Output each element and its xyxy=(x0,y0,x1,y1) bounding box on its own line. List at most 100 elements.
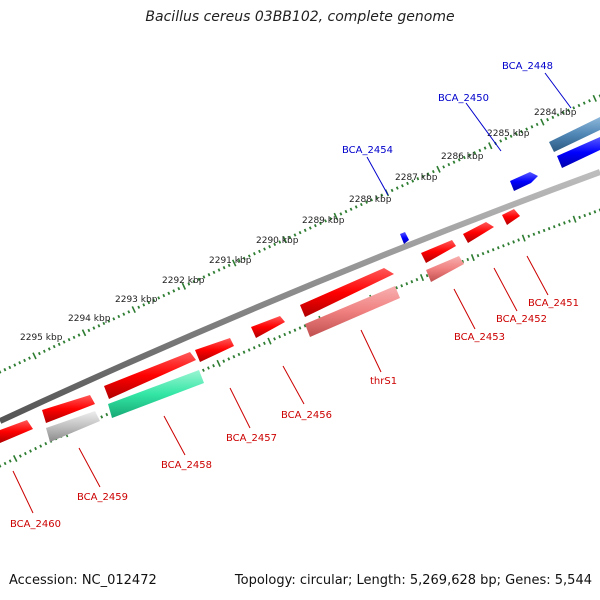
minor-tick xyxy=(187,282,191,286)
leader-bca-2450 xyxy=(465,102,502,152)
gene-bca-2453[interactable] xyxy=(421,240,456,263)
gene-bca-2452[interactable] xyxy=(463,222,494,243)
minor-tick xyxy=(447,162,451,167)
minor-tick xyxy=(3,368,7,372)
minor-tick xyxy=(283,332,287,337)
minor-tick xyxy=(13,363,17,367)
minor-tick xyxy=(268,245,272,249)
minor-tick xyxy=(405,282,409,286)
minor-tick xyxy=(390,188,394,193)
minor-tick xyxy=(167,291,171,295)
kbp-label: 2293 kbp xyxy=(115,295,158,305)
major-tick xyxy=(32,352,37,360)
minor-tick xyxy=(406,181,409,186)
gene-label-bca-2457[interactable]: BCA_2457 xyxy=(226,433,277,444)
gene-label-bca-2460[interactable]: BCA_2460 xyxy=(10,519,61,530)
gene-label-bca-2453[interactable]: BCA_2453 xyxy=(454,332,505,343)
minor-tick xyxy=(583,213,587,218)
gene-label-bca-2458[interactable]: BCA_2458 xyxy=(161,460,212,471)
gene-bca-2460[interactable] xyxy=(0,420,33,443)
minor-tick xyxy=(442,165,446,169)
gene-bca-2453-lower[interactable] xyxy=(426,256,464,282)
minor-tick xyxy=(18,454,22,458)
gene-label-bca-2448[interactable]: BCA_2448 xyxy=(502,61,553,72)
minor-tick xyxy=(222,359,226,363)
minor-tick xyxy=(359,202,363,207)
minor-tick xyxy=(87,328,91,333)
kbp-label: 2288 kbp xyxy=(349,195,392,205)
minor-tick xyxy=(551,115,555,119)
minor-tick xyxy=(247,254,251,258)
minor-tick xyxy=(288,330,292,334)
gene-bca-2456[interactable] xyxy=(251,316,285,338)
minor-tick xyxy=(582,101,586,105)
gene-thrs1[interactable] xyxy=(300,268,394,317)
gene-thrs1-lower[interactable] xyxy=(305,286,400,337)
gene-label-bca-2450[interactable]: BCA_2450 xyxy=(438,93,489,104)
minor-tick xyxy=(217,268,221,272)
gene-bca-2451[interactable] xyxy=(502,209,520,225)
gene-bca-2459-lower[interactable] xyxy=(46,411,100,442)
gene-bca-2454[interactable] xyxy=(400,232,409,244)
minor-tick xyxy=(504,136,508,141)
minor-tick xyxy=(273,337,276,341)
gene-bca-2459[interactable] xyxy=(42,395,95,423)
minor-tick xyxy=(452,160,456,164)
minor-tick xyxy=(227,357,231,361)
major-tick xyxy=(419,274,425,282)
minor-tick xyxy=(546,118,550,122)
minor-tick xyxy=(370,198,374,202)
minor-tick xyxy=(62,340,66,344)
minor-tick xyxy=(556,113,560,117)
minor-tick xyxy=(137,305,141,309)
gene-bca-2450[interactable] xyxy=(510,172,538,191)
gene-bca-2448[interactable] xyxy=(549,117,600,168)
minor-tick xyxy=(354,205,358,209)
kbp-label: 2294 kbp xyxy=(68,314,111,324)
gene-label-thrs1[interactable]: thrS1 xyxy=(370,376,397,387)
minor-tick xyxy=(532,232,536,236)
minor-tick xyxy=(466,257,470,262)
minor-tick xyxy=(462,155,466,160)
minor-tick xyxy=(0,464,2,468)
major-tick xyxy=(592,94,597,102)
minor-tick xyxy=(499,139,503,143)
minor-tick xyxy=(252,252,256,256)
minor-tick xyxy=(117,314,121,319)
gene-bca-2458[interactable] xyxy=(104,352,196,399)
leader-bca-2456 xyxy=(282,365,305,405)
minor-tick xyxy=(57,342,61,346)
minor-tick xyxy=(172,289,176,293)
minor-tick xyxy=(258,249,261,253)
minor-tick xyxy=(563,221,566,225)
gene-label-bca-2452[interactable]: BCA_2452 xyxy=(496,314,547,325)
minor-tick xyxy=(365,200,368,204)
minor-tick xyxy=(207,273,211,277)
gene-label-bca-2459[interactable]: BCA_2459 xyxy=(77,492,128,503)
minor-tick xyxy=(177,287,181,291)
gene-bca-2458-lower[interactable] xyxy=(108,370,204,418)
minor-tick xyxy=(122,312,126,316)
minor-tick xyxy=(293,233,297,237)
kbp-label: 2290 kbp xyxy=(256,236,299,246)
minor-tick xyxy=(400,284,404,288)
minor-tick xyxy=(313,224,317,228)
minor-tick xyxy=(39,444,43,448)
gene-label-bca-2456[interactable]: BCA_2456 xyxy=(281,410,332,421)
gene-label-bca-2454[interactable]: BCA_2454 xyxy=(342,145,393,156)
gene-bca-2457[interactable] xyxy=(195,338,234,362)
minor-tick xyxy=(263,247,266,251)
minor-tick xyxy=(588,212,592,216)
gene-label-bca-2451[interactable]: BCA_2451 xyxy=(528,298,579,309)
minor-tick xyxy=(588,99,591,103)
kbp-label: 2291 kbp xyxy=(209,256,252,266)
minor-tick xyxy=(42,349,46,353)
minor-tick xyxy=(457,158,461,162)
minor-tick xyxy=(23,451,27,456)
minor-tick xyxy=(461,259,465,264)
major-tick xyxy=(436,165,441,173)
minor-tick xyxy=(303,324,307,328)
minor-tick xyxy=(273,242,277,246)
minor-tick xyxy=(421,174,425,178)
